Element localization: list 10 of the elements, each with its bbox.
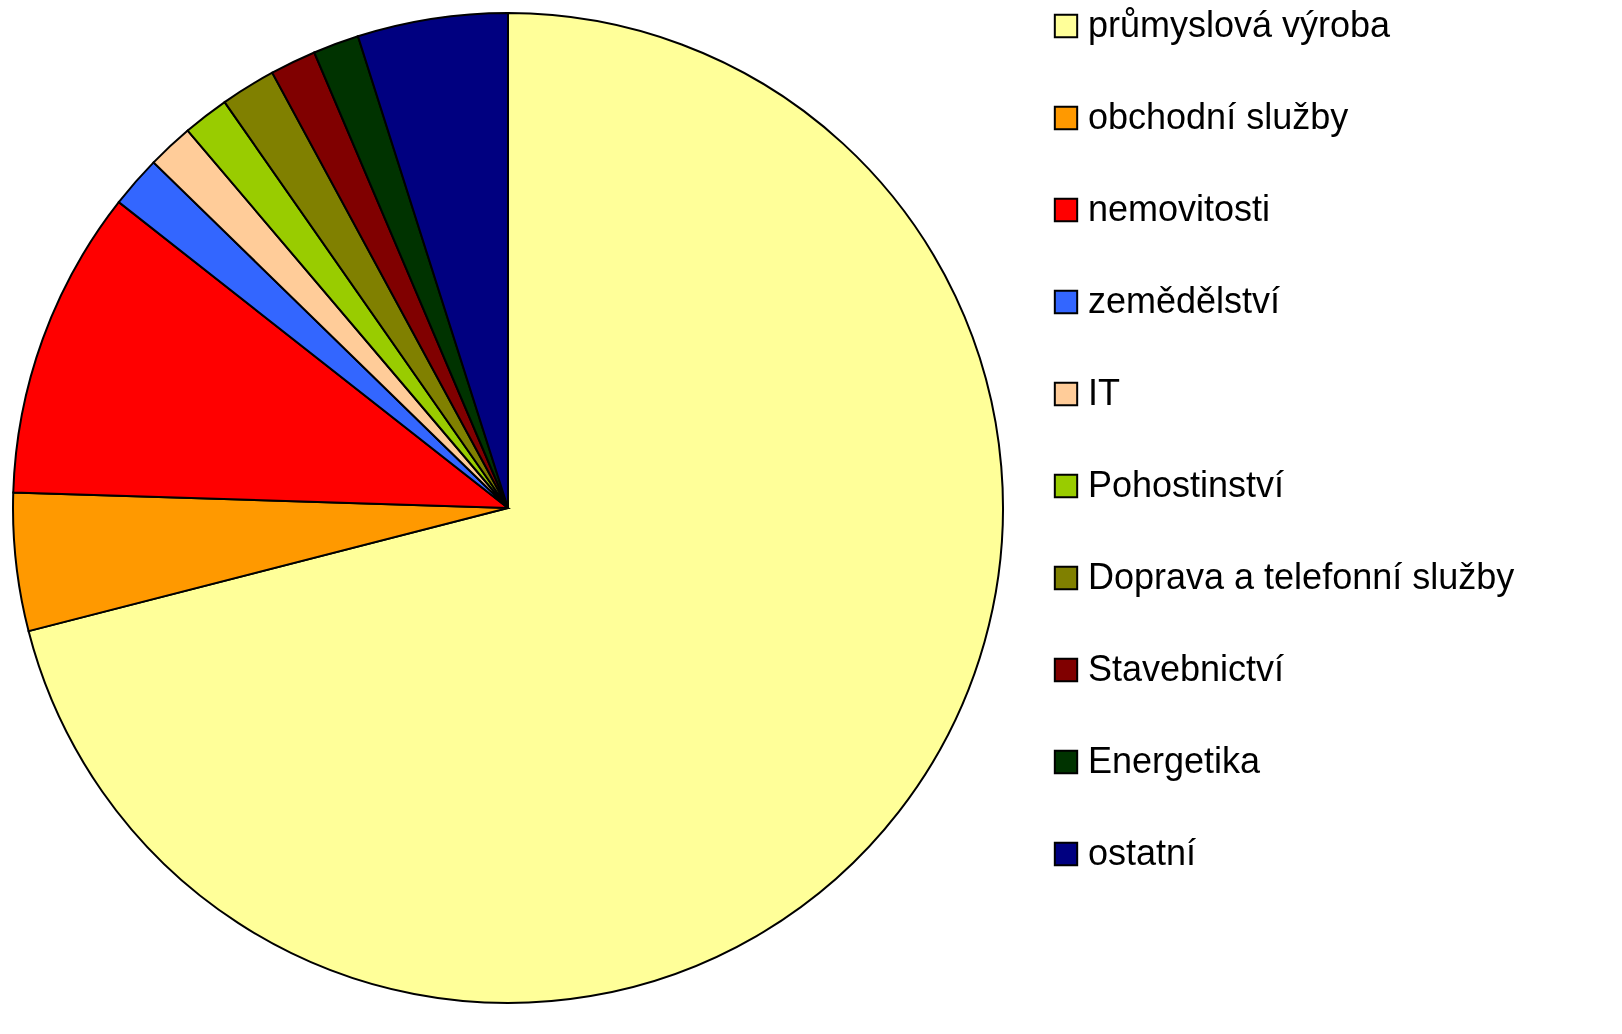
- legend-label: nemovitosti: [1088, 188, 1271, 229]
- legend-label: IT: [1088, 372, 1120, 413]
- legend-label: Doprava a telefonní služby: [1088, 556, 1515, 597]
- legend-label: ostatní: [1088, 832, 1197, 873]
- legend-label: Stavebnictví: [1088, 648, 1285, 689]
- legend-label: zemědělství: [1088, 280, 1281, 321]
- legend-label: obchodní služby: [1088, 96, 1349, 137]
- legend-label: Pohostinství: [1088, 464, 1285, 505]
- legend-label: průmyslová výroba: [1088, 4, 1392, 45]
- legend-label: Energetika: [1088, 740, 1262, 781]
